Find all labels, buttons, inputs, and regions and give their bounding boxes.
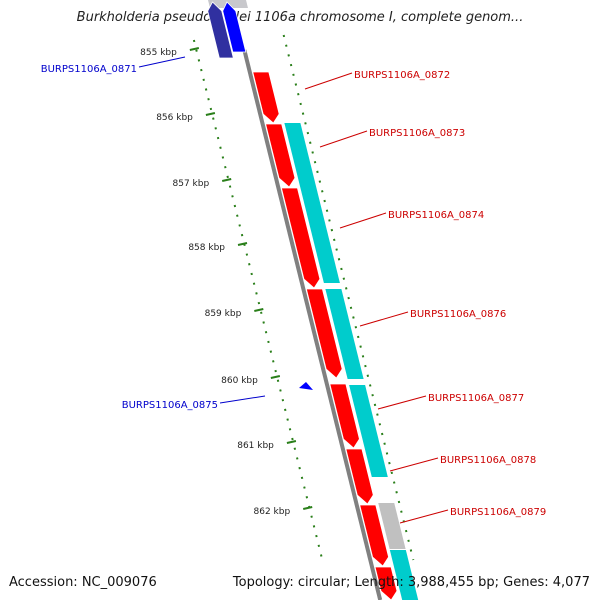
kbp-tick-label: 858 kbp — [188, 243, 225, 253]
kbp-tick-mark — [270, 375, 281, 379]
kbp-tick-mark — [221, 178, 232, 182]
forward-gene-label[interactable]: BURPS1106A_0877 — [428, 393, 524, 404]
kbp-tick-mark — [303, 506, 313, 510]
forward-gene[interactable] — [265, 123, 296, 188]
gene-callout-line — [219, 395, 266, 404]
cds-segment — [349, 385, 388, 477]
forward-gene-label[interactable]: BURPS1106A_0879 — [450, 507, 546, 518]
tick-guide-left — [192, 39, 324, 561]
forward-gene[interactable] — [280, 187, 321, 289]
forward-gene-label[interactable]: BURPS1106A_0872 — [354, 70, 450, 81]
reverse-gene-label[interactable]: BURPS1106A_0871 — [41, 64, 137, 75]
cds-segment — [389, 550, 419, 600]
gene-callout-line — [359, 311, 409, 327]
forward-gene[interactable] — [359, 504, 390, 567]
summary-label: Topology: circular; Length: 3,988,455 bp… — [232, 575, 590, 590]
cds-segment-grey — [378, 503, 406, 549]
gene-callout-line — [304, 72, 353, 90]
kbp-tick-label: 859 kbp — [205, 309, 242, 319]
accession-label: Accession: NC_009076 — [9, 575, 157, 590]
forward-gene[interactable] — [305, 288, 343, 379]
forward-gene-label[interactable]: BURPS1106A_0874 — [388, 210, 484, 221]
gene-callout-line — [319, 130, 368, 148]
forward-gene-label[interactable]: BURPS1106A_0873 — [369, 128, 465, 139]
gene-callout-line — [138, 56, 186, 68]
forward-gene-label[interactable]: BURPS1106A_0878 — [440, 455, 536, 466]
reverse-gene[interactable] — [207, 1, 234, 59]
reverse-gene[interactable] — [222, 1, 247, 53]
forward-gene[interactable] — [329, 383, 360, 449]
kbp-tick-mark — [205, 112, 216, 116]
map-title: Burkholderia pseudomallei 1106a chromoso… — [76, 10, 524, 25]
kbp-tick-label: 860 kbp — [221, 376, 258, 386]
genome-backbone — [242, 49, 383, 600]
kbp-tick-label: 857 kbp — [173, 179, 210, 189]
gene-callout-line — [399, 509, 449, 524]
kbp-tick-mark — [254, 308, 264, 312]
gene-callout-line — [339, 212, 387, 229]
gene-callout-line — [389, 457, 439, 472]
forward-gene-label[interactable]: BURPS1106A_0876 — [410, 309, 506, 320]
tick-guide-right — [282, 34, 415, 561]
forward-gene[interactable] — [252, 71, 280, 124]
kbp-tick-mark — [286, 440, 297, 444]
cds-segment — [284, 123, 340, 283]
kbp-tick-label: 861 kbp — [237, 441, 274, 451]
kbp-tick-label: 856 kbp — [156, 113, 193, 123]
forward-gene[interactable] — [345, 448, 374, 505]
reverse-gene-label[interactable]: BURPS1106A_0875 — [122, 400, 218, 411]
kbp-tick-mark — [237, 242, 248, 246]
cds-segment — [325, 289, 364, 379]
kbp-tick-mark — [189, 47, 200, 51]
kbp-tick-label: 862 kbp — [254, 507, 291, 517]
reverse-gene-small[interactable] — [299, 382, 313, 390]
forward-gene[interactable] — [374, 566, 398, 600]
kbp-tick-label: 855 kbp — [140, 48, 177, 58]
gene-callout-line — [377, 395, 427, 410]
